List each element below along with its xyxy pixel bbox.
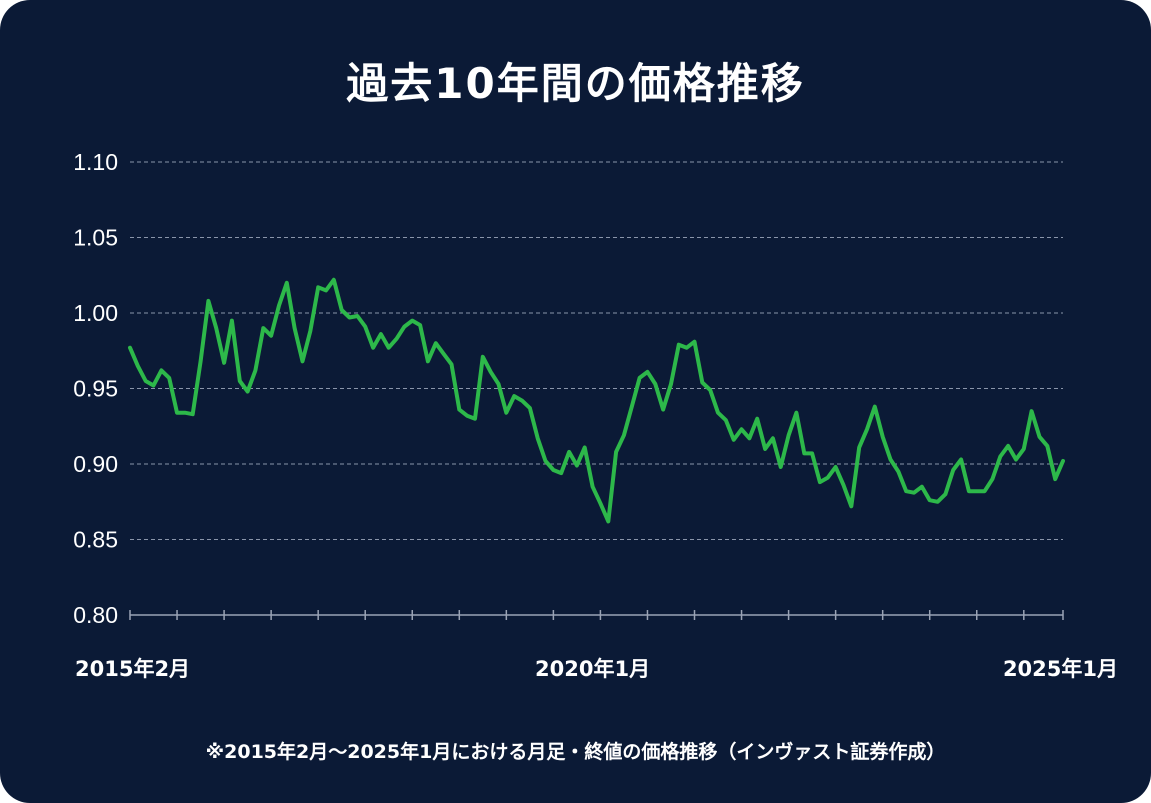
y-tick-label: 1.05 (73, 225, 118, 251)
x-tick-label: 2015年2月 (75, 657, 190, 681)
chart-footnote: ※2015年2月～2025年1月における月足・終値の価格推移（インヴァスト証券作… (205, 741, 946, 763)
x-tick-label: 2020年1月 (535, 657, 650, 681)
x-tick-label: 2025年1月 (1003, 657, 1118, 681)
chart-title: 過去10年間の価格推移 (346, 59, 805, 108)
y-tick-label: 0.85 (73, 527, 118, 553)
price-series-line (128, 277, 1065, 524)
y-tick-label: 1.00 (73, 300, 118, 326)
y-tick-label: 0.90 (73, 451, 118, 477)
y-tick-label: 0.80 (73, 602, 118, 628)
y-tick-label: 1.10 (73, 149, 118, 175)
y-tick-label: 0.95 (73, 376, 118, 402)
